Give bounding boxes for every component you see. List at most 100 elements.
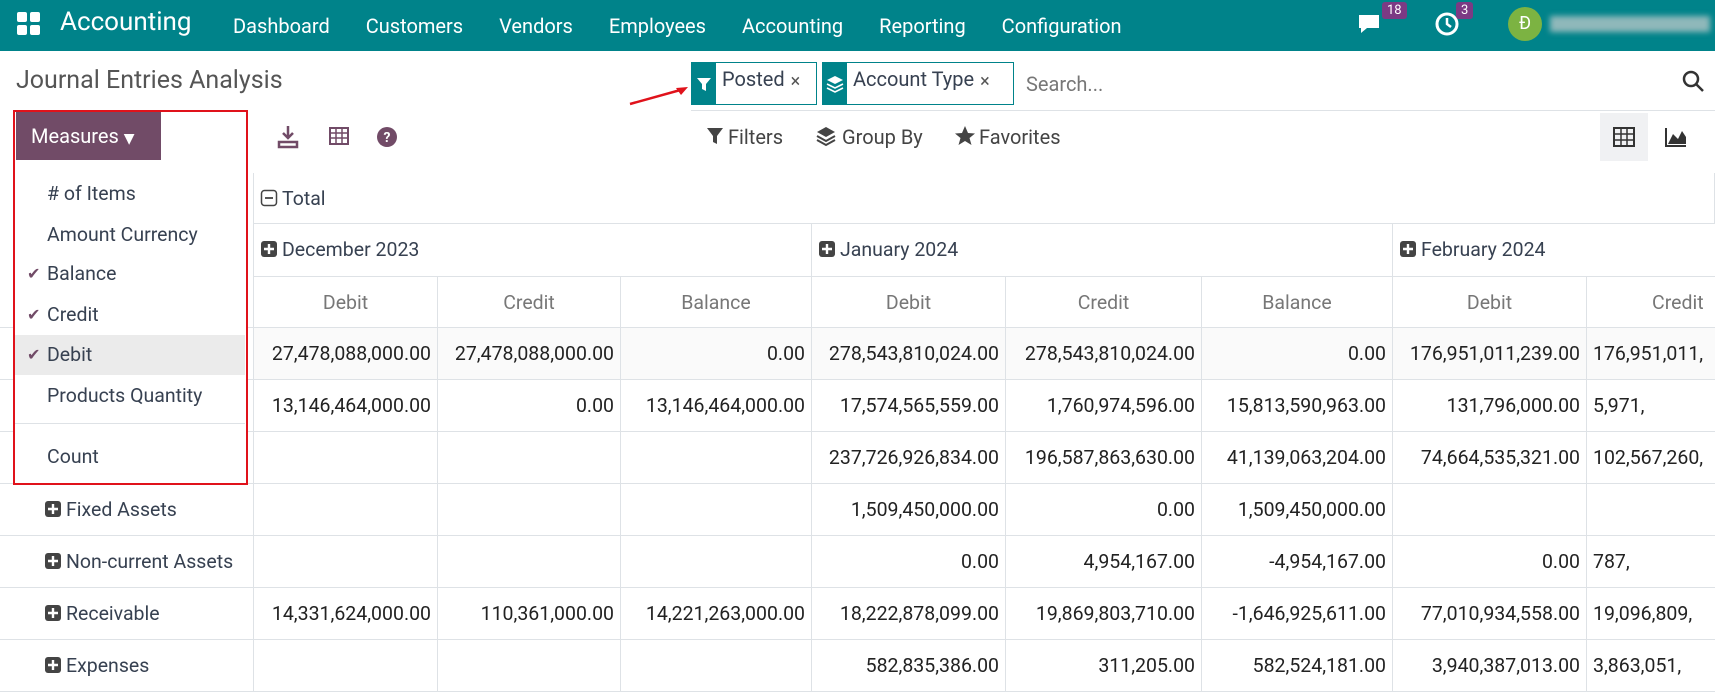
pivot-cell: 237,726,926,834.00	[812, 432, 1006, 484]
pivot-cell: 13,146,464,000.00	[254, 380, 438, 432]
app-name[interactable]: Accounting	[60, 7, 192, 37]
pivot-cell: 1,760,974,596.00	[1006, 380, 1202, 432]
menu-item[interactable]: Reporting	[879, 13, 966, 38]
group-by-button[interactable]: Group By	[842, 125, 923, 149]
month-header: December 2023	[282, 238, 420, 261]
header-cell[interactable]: February 2024	[1393, 224, 1715, 277]
star-icon	[955, 126, 975, 145]
month-header: February 2024	[1421, 238, 1546, 261]
facet-remove[interactable]: ×	[790, 71, 801, 92]
avatar[interactable]: Đ	[1508, 7, 1542, 41]
measure-label: # of Items	[47, 182, 136, 205]
pivot-icon	[1613, 127, 1635, 147]
menu-item[interactable]: Vendors	[499, 13, 573, 38]
measure-header[interactable]: Credit	[1006, 277, 1202, 328]
menu-item[interactable]: Customers	[365, 13, 464, 38]
pivot-cell	[254, 640, 438, 692]
measures-button[interactable]: Measures ▼	[16, 112, 161, 160]
pivot-cell	[621, 640, 812, 692]
filters-button[interactable]: Filters	[728, 125, 784, 149]
chat-icon[interactable]	[1356, 11, 1382, 37]
pivot-cell: 14,331,624,000.00	[254, 588, 438, 640]
pivot-cell: 176,951,011,239.00	[1393, 328, 1587, 380]
graph-view-button[interactable]	[1664, 126, 1688, 148]
layers-icon	[816, 127, 836, 147]
facet-remove[interactable]: ×	[980, 71, 990, 92]
check-icon: ✔	[27, 305, 41, 324]
measure-item[interactable]: Products Quantity	[15, 376, 245, 416]
pivot-cell	[254, 536, 438, 588]
measures-dropdown: Measures ▼ # of Items Amount Currency ✔ Bal…	[13, 110, 248, 485]
measure-header[interactable]: Debit	[1393, 277, 1587, 328]
pivot-cell: 0.00	[1006, 484, 1202, 536]
activities-badge: 3	[1456, 2, 1474, 19]
measure-label: Count	[47, 445, 99, 468]
row-label: Receivable	[66, 602, 160, 625]
pivot-cell: 131,796,000.00	[1393, 380, 1587, 432]
row-header[interactable]: Fixed Assets	[0, 484, 254, 536]
header-cell[interactable]: January 2024	[812, 224, 1393, 277]
measure-item[interactable]: Amount Currency	[15, 215, 245, 255]
measure-header[interactable]: Credit	[1587, 277, 1715, 328]
measure-header[interactable]: Debit	[812, 277, 1006, 328]
search-underline	[691, 110, 1715, 111]
measure-item[interactable]: # of Items	[15, 174, 245, 214]
facet-icon	[692, 63, 716, 104]
measure-item[interactable]: Count	[15, 437, 245, 477]
pivot-cell: 4,954,167.00	[1006, 536, 1202, 588]
search-placeholder[interactable]: Search...	[1026, 72, 1104, 96]
pivot-cell: 15,813,590,963.00	[1202, 380, 1393, 432]
facet-label: Posted	[722, 67, 785, 91]
pivot-cell: 0.00	[1393, 536, 1587, 588]
pivot-cell	[254, 432, 438, 484]
check-icon: ✔	[27, 345, 41, 364]
pivot-cell: 77,010,934,558.00	[1393, 588, 1587, 640]
pivot-cell	[438, 484, 621, 536]
pivot-cell: -4,954,167.00	[1202, 536, 1393, 588]
measure-header[interactable]: Debit	[254, 277, 438, 328]
pivot-cell	[438, 536, 621, 588]
caret: ▼	[123, 131, 135, 147]
pivot-cell: 582,524,181.00	[1202, 640, 1393, 692]
measure-header[interactable]: Balance	[1202, 277, 1393, 328]
header-cell[interactable]: Total	[254, 173, 1715, 224]
measure-label: Credit	[47, 303, 99, 326]
clock-icon[interactable]	[1434, 11, 1460, 37]
pivot-cell: 74,664,535,321.00	[1393, 432, 1587, 484]
row-header[interactable]: Receivable	[0, 588, 254, 640]
menu-item[interactable]: Configuration	[1001, 13, 1122, 38]
apps-icon[interactable]	[17, 12, 41, 36]
row-header[interactable]: Expenses	[0, 640, 254, 692]
measure-header[interactable]: Credit	[438, 277, 621, 328]
pivot-cell	[621, 432, 812, 484]
pivot-cell: 1,509,450,000.00	[1202, 484, 1393, 536]
menu-item[interactable]: Employees	[608, 13, 706, 38]
measure-item[interactable]: ✔ Credit	[15, 295, 245, 335]
header-cell[interactable]: December 2023	[254, 224, 812, 277]
pivot-cell	[438, 640, 621, 692]
separator	[15, 423, 245, 424]
arrow	[629, 87, 688, 106]
pivot-cell: 0.00	[812, 536, 1006, 588]
row-label: Expenses	[66, 654, 150, 677]
pivot-view-button[interactable]	[1600, 113, 1648, 161]
search-icon[interactable]	[1681, 69, 1705, 93]
menu: Dashboard Customers Vendors Employees Accoun…	[233, 0, 1122, 51]
measure-item[interactable]: ✔ Balance	[15, 254, 245, 294]
favorites-button[interactable]: Favorites	[979, 125, 1061, 149]
measure-header[interactable]: Balance	[621, 277, 812, 328]
pivot-cell: 311,205.00	[1006, 640, 1202, 692]
measure-item[interactable]: ✔ Debit	[15, 335, 245, 375]
row-header[interactable]: Non-current Assets	[0, 536, 254, 588]
pivot-cell	[254, 484, 438, 536]
pivot-cell: 13,146,464,000.00	[621, 380, 812, 432]
svg-text:?: ?	[384, 130, 391, 146]
messages-badge: 18	[1382, 2, 1407, 19]
pivot-cell: 5,971,	[1587, 380, 1715, 432]
menu-item[interactable]: Accounting	[742, 13, 844, 38]
measure-label: Balance	[47, 262, 117, 285]
facet-icon	[823, 63, 847, 104]
pivot-cell: 17,574,565,559.00	[812, 380, 1006, 432]
menu-item[interactable]: Dashboard	[233, 13, 330, 38]
